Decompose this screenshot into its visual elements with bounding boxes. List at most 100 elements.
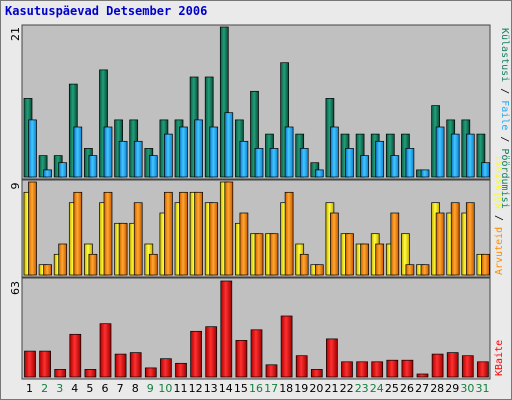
files-bar bbox=[179, 126, 188, 178]
kbytes-bar bbox=[175, 362, 187, 378]
kbytes-bar bbox=[39, 350, 51, 378]
hosts-bar bbox=[269, 233, 279, 276]
kbytes-bar bbox=[295, 355, 308, 378]
day-tick-label: 9 bbox=[147, 382, 154, 395]
day-tick-label: 28 bbox=[430, 382, 444, 395]
kbytes-bar bbox=[205, 326, 218, 378]
bars-layer bbox=[23, 26, 490, 378]
day-tick-label: 1 bbox=[26, 382, 33, 395]
kbytes-bar bbox=[446, 352, 459, 378]
files-bar bbox=[194, 119, 203, 178]
files-bar bbox=[405, 148, 415, 178]
kbytes-bar bbox=[129, 352, 142, 378]
files-bar bbox=[224, 112, 234, 178]
files-bar bbox=[345, 148, 354, 178]
legend-separator: / bbox=[499, 130, 510, 148]
day-tick-label: 18 bbox=[279, 382, 293, 395]
kbytes-bar bbox=[250, 329, 263, 378]
day-tick-label: 29 bbox=[445, 382, 459, 395]
middle-ymax-tick: 9 bbox=[9, 183, 22, 190]
day-tick-label: 12 bbox=[189, 382, 203, 395]
kbytes-bar bbox=[310, 369, 323, 378]
hosts-bar bbox=[179, 191, 188, 276]
hosts-bar bbox=[330, 212, 339, 276]
legend-visits-mid: Külastusi bbox=[494, 155, 505, 209]
hosts-bar bbox=[314, 264, 324, 276]
kbytes-bar bbox=[386, 359, 399, 378]
day-tick-label: 11 bbox=[174, 382, 188, 395]
hosts-bar bbox=[239, 212, 249, 276]
files-bar bbox=[148, 155, 158, 178]
kbytes-bar bbox=[99, 323, 112, 378]
files-bar bbox=[269, 148, 279, 178]
day-tick-label: 25 bbox=[385, 382, 399, 395]
kbytes-bar bbox=[416, 373, 429, 378]
kbytes-bar bbox=[477, 361, 489, 378]
files-bar bbox=[481, 162, 490, 178]
hits-bar bbox=[38, 155, 48, 178]
hosts-bar bbox=[194, 191, 203, 276]
files-bar bbox=[284, 126, 294, 178]
kbytes-bar bbox=[190, 330, 202, 378]
hosts-bar bbox=[284, 191, 294, 276]
day-tick-label: 6 bbox=[102, 382, 109, 395]
hosts-bar bbox=[118, 222, 128, 276]
middle-legend: Arvuteid / Külastusi bbox=[494, 155, 505, 275]
day-tick-label: 21 bbox=[325, 382, 339, 395]
files-bar bbox=[73, 126, 83, 178]
hosts-bar bbox=[103, 191, 113, 276]
kbytes-bar bbox=[114, 353, 127, 378]
day-tick-label: 8 bbox=[132, 382, 139, 395]
day-tick-label: 4 bbox=[71, 382, 78, 395]
hosts-bar bbox=[224, 181, 234, 276]
day-tick-label: 26 bbox=[400, 382, 414, 395]
kbytes-bar bbox=[235, 340, 248, 378]
files-bar bbox=[88, 155, 98, 178]
files-bar bbox=[465, 133, 475, 178]
day-tick-label: 27 bbox=[415, 382, 429, 395]
files-bar bbox=[330, 126, 339, 178]
hosts-bar bbox=[254, 233, 264, 276]
kbytes-bar bbox=[326, 338, 338, 378]
day-tick-label: 3 bbox=[56, 382, 63, 395]
hosts-bar bbox=[375, 243, 385, 276]
hosts-bar bbox=[465, 202, 475, 276]
hosts-bar bbox=[299, 253, 309, 276]
hosts-bar bbox=[148, 253, 158, 276]
hosts-bar bbox=[450, 202, 460, 276]
files-bar bbox=[133, 140, 143, 178]
kbytes-bar bbox=[54, 369, 67, 378]
day-tick-label: 17 bbox=[264, 382, 278, 395]
kbytes-bar bbox=[160, 358, 172, 378]
hits-bar bbox=[280, 62, 289, 178]
legend-kbytes: KBaite bbox=[494, 340, 505, 376]
day-tick-label: 16 bbox=[249, 382, 263, 395]
kbytes-bar bbox=[24, 350, 36, 378]
day-tick-label: 7 bbox=[117, 382, 124, 395]
hits-bar bbox=[99, 69, 108, 178]
day-tick-label: 5 bbox=[86, 382, 93, 395]
kbytes-bar bbox=[401, 359, 414, 378]
day-tick-label: 30 bbox=[460, 382, 474, 395]
day-tick-label: 24 bbox=[370, 382, 384, 395]
hosts-bar bbox=[28, 181, 37, 276]
hosts-bar bbox=[73, 191, 83, 276]
day-tick-label: 31 bbox=[476, 382, 490, 395]
kbytes-bar bbox=[280, 315, 293, 378]
files-bar bbox=[450, 133, 460, 178]
day-tick-label: 14 bbox=[219, 382, 233, 395]
hosts-bar bbox=[209, 202, 219, 276]
files-bar bbox=[209, 126, 219, 178]
files-bar bbox=[360, 155, 369, 178]
day-tick-label: 10 bbox=[158, 382, 172, 395]
files-bar bbox=[239, 140, 249, 178]
files-bar bbox=[390, 155, 400, 178]
kbytes-bar bbox=[371, 361, 384, 378]
files-bar bbox=[118, 140, 128, 178]
files-bar bbox=[43, 169, 52, 178]
page-title: Kasutuspäevad Detsember 2006 bbox=[5, 4, 208, 18]
files-bar bbox=[420, 169, 430, 178]
hits-bar bbox=[250, 90, 259, 178]
hosts-bar bbox=[390, 212, 400, 276]
